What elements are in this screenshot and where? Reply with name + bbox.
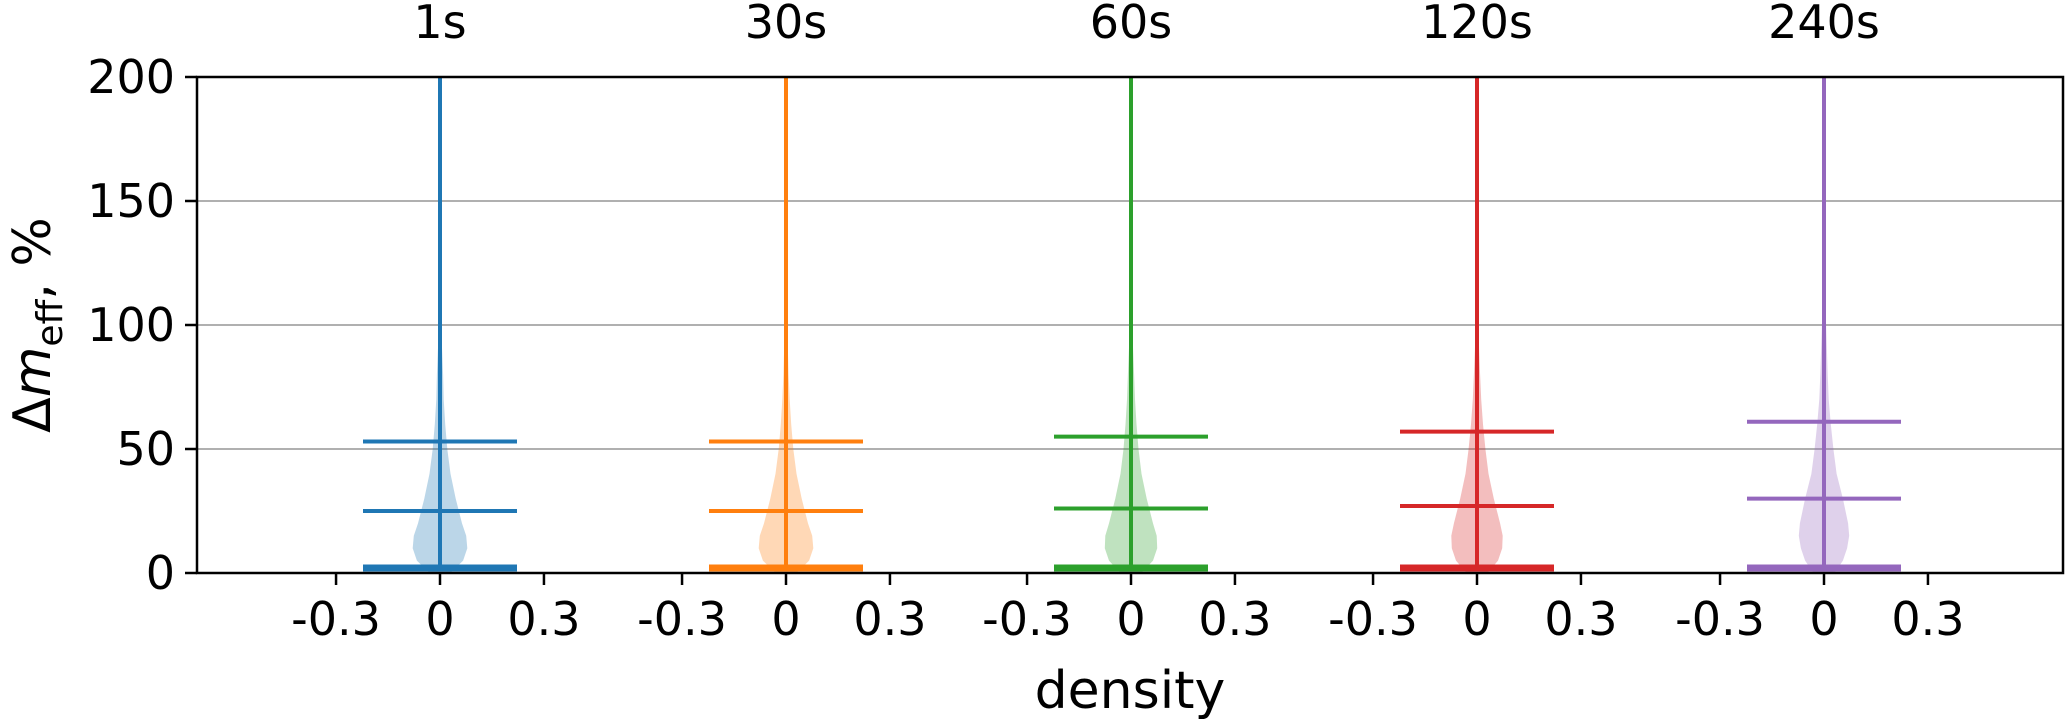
x-tick-label: 0.3	[853, 592, 926, 646]
x-tick-label: -0.3	[637, 592, 727, 646]
subplot-title-240s: 240s	[1768, 0, 1880, 49]
subplot-titles: 1s 30s 60s 120s 240s	[413, 0, 1880, 49]
subplot-title-120s: 120s	[1421, 0, 1533, 49]
subplot-title-1s: 1s	[413, 0, 466, 49]
y-tick-label: 100	[87, 298, 175, 352]
x-tick-label: 0	[1116, 592, 1145, 646]
x-tick-label: -0.3	[982, 592, 1072, 646]
x-tick-label: -0.3	[1328, 592, 1418, 646]
x-tick-label: 0	[771, 592, 800, 646]
violin-240s	[1747, 77, 1901, 573]
x-tick-label: 0	[1462, 592, 1491, 646]
y-tick-label: 0	[146, 546, 175, 600]
violin-60s	[1054, 77, 1208, 573]
y-axis-label-group: Δmeff, %	[3, 217, 71, 433]
violin-1s	[363, 77, 517, 573]
x-tick-label: 0.3	[507, 592, 580, 646]
y-tick-label: 200	[87, 50, 175, 104]
y-tick-label: 150	[87, 174, 175, 228]
subplot-title-60s: 60s	[1090, 0, 1173, 49]
x-tick-label: 0.3	[1891, 592, 1964, 646]
x-tick-label: 0.3	[1198, 592, 1271, 646]
y-axis-label: Δmeff, %	[3, 217, 71, 433]
violin-30s	[709, 77, 863, 573]
violin-120s	[1400, 77, 1554, 573]
y-axis: 0 50 100 150 200	[87, 50, 197, 600]
x-axis: -0.3 0 0.3 -0.3 0 0.3 -0.3 0 0.3 -0.3 0 0.3 -0.3 0 0.3	[291, 573, 1965, 646]
x-tick-label: -0.3	[291, 592, 381, 646]
violin-group	[363, 77, 1901, 573]
subplot-title-30s: 30s	[745, 0, 828, 49]
x-axis-label: density	[1035, 661, 1226, 721]
x-tick-label: 0.3	[1544, 592, 1617, 646]
x-tick-label: -0.3	[1675, 592, 1765, 646]
x-tick-label: 0	[1809, 592, 1838, 646]
x-tick-label: 0	[425, 592, 454, 646]
y-tick-label: 50	[116, 422, 175, 476]
